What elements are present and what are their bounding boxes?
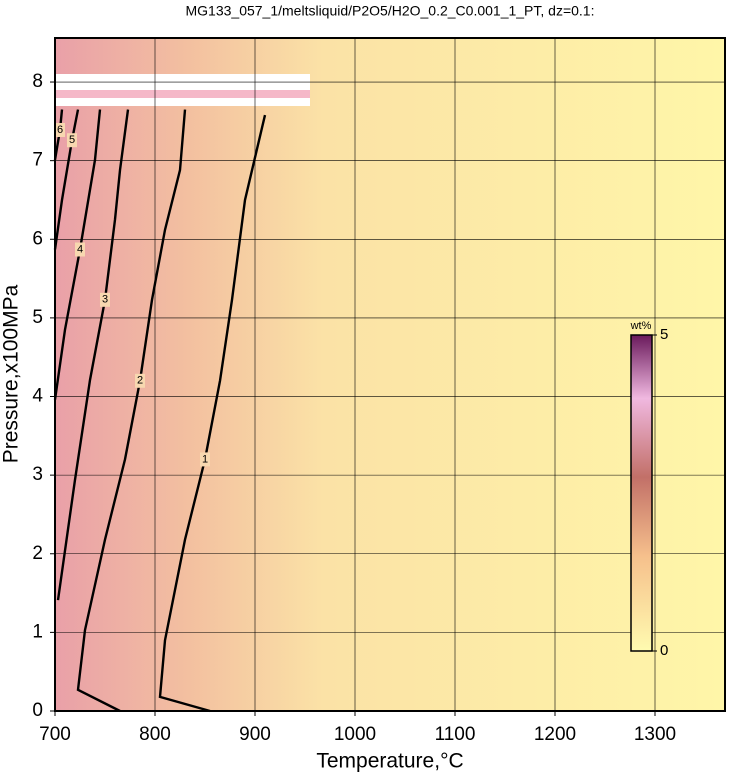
y-tick-label: 1 <box>32 621 43 642</box>
y-tick-label: 8 <box>32 71 43 92</box>
y-tick-label: 5 <box>32 307 43 328</box>
plot-frame <box>54 37 726 712</box>
colorbar-label: wt% <box>630 320 652 332</box>
contour-label: 5 <box>69 134 75 146</box>
plot-background <box>55 38 725 711</box>
contour-label-bg <box>135 373 145 388</box>
y-tick-label: 0 <box>32 700 43 721</box>
contours: 1 2 3 4 56 <box>53 109 267 713</box>
x-tick-label: 900 <box>239 724 271 745</box>
y-tick-label: 6 <box>32 228 43 249</box>
colorbar-tick-label: 0 <box>660 642 668 659</box>
contour-label-bg <box>200 452 210 467</box>
x-tick-label: 1100 <box>435 724 476 745</box>
chart-title: MG133_057_1/meltsliquid/P2O5/H2O_0.2_C0.… <box>186 3 595 19</box>
contour-label-bg <box>100 292 110 307</box>
x-tick-label: 1300 <box>634 724 676 745</box>
contour-label: 6 <box>57 124 63 136</box>
x-tick-label: 700 <box>39 724 71 745</box>
x-axis-label: Temperature,°C <box>316 750 463 773</box>
y-axis-label: Pressure,x100MPa <box>0 284 23 463</box>
contour-label: 4 <box>77 243 83 255</box>
x-tick-label: 800 <box>139 724 171 745</box>
contour-line <box>76 109 187 713</box>
y-tick-label: 2 <box>32 543 43 564</box>
data-strip <box>55 90 310 98</box>
contour-label: 2 <box>137 375 143 387</box>
contour-label-bg <box>75 242 85 257</box>
y-tick-label: 4 <box>32 386 43 407</box>
x-tick-label: 1000 <box>334 724 376 745</box>
colorbar-tick-label: 5 <box>660 326 668 343</box>
contour-label-bg <box>55 122 65 137</box>
colorbar-ticks: 05 <box>652 326 668 659</box>
contour-label: 3 <box>102 294 108 306</box>
contour-label: 1 <box>202 453 208 465</box>
colorbar <box>630 334 653 652</box>
contour-label-bg <box>67 133 77 148</box>
x-tick-label: 1200 <box>534 724 576 745</box>
contour-line <box>53 109 80 250</box>
y-tick-label: 3 <box>32 464 43 485</box>
y-tick-label: 7 <box>32 150 43 171</box>
